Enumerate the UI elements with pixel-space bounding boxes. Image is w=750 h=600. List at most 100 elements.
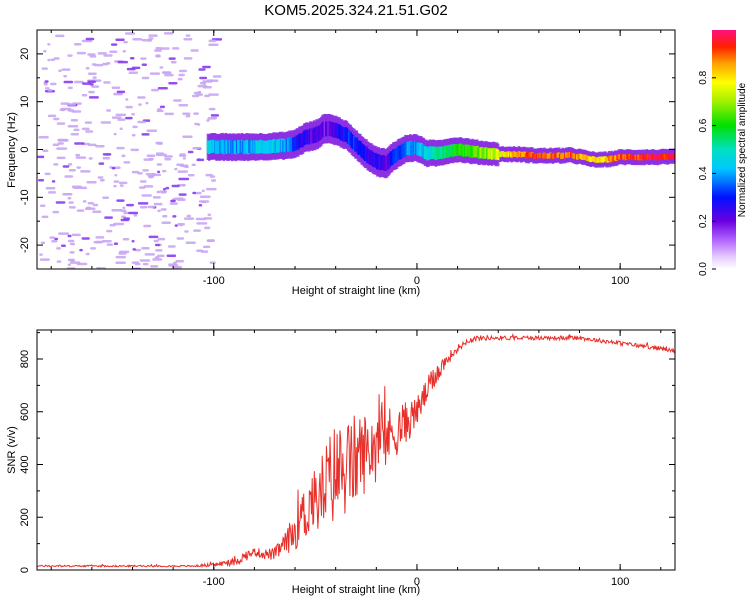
noise-speckle-cell (182, 157, 186, 160)
noise-speckle-cell (102, 62, 106, 66)
noise-speckle-cell (139, 180, 147, 183)
noise-speckle-cell (168, 81, 178, 85)
noise-speckle-cell (178, 73, 186, 77)
noise-speckle-cell (67, 103, 76, 106)
noise-speckle-cell (157, 237, 166, 241)
noise-speckle-cell (185, 114, 191, 118)
noise-speckle-cell (50, 58, 56, 61)
noise-speckle-cell (123, 217, 131, 220)
noise-speckle-cell (131, 170, 140, 174)
colorbar-gradient (712, 30, 736, 269)
noise-speckle-cell (196, 158, 205, 162)
noise-speckle-cell (156, 163, 163, 166)
noise-speckle-cell (202, 245, 211, 249)
noise-speckle-cell (154, 256, 160, 259)
noise-speckle-cell (137, 202, 149, 205)
noise-speckle-cell (80, 170, 91, 173)
noise-speckle-cell (207, 213, 212, 217)
noise-speckle-cell (79, 248, 83, 252)
noise-speckle-cell (62, 193, 73, 196)
noise-speckle-cell (56, 122, 66, 125)
noise-speckle-cell (106, 243, 113, 246)
noise-speckle-cell (186, 214, 192, 218)
noise-speckle-cell (202, 65, 211, 69)
noise-speckle-cell (67, 54, 73, 57)
noise-speckle-cell (134, 248, 142, 252)
noise-speckle-cell (55, 34, 65, 38)
noise-speckle-cell (45, 186, 56, 190)
noise-speckle-cell (51, 180, 56, 183)
colorbar-tick-label: 0.6 (698, 118, 709, 132)
noise-speckle-cell (185, 34, 191, 37)
snr-xtick-label: 0 (414, 576, 420, 588)
noise-speckle-cell (170, 61, 177, 64)
noise-speckle-cell (76, 51, 87, 55)
noise-speckle-cell (194, 191, 202, 195)
spectrogram-ytick-label: -10 (19, 189, 31, 205)
noise-speckle-cell (69, 251, 75, 254)
noise-speckle-cell (87, 80, 96, 84)
colorbar-tick-label: 0.8 (698, 70, 709, 84)
noise-speckle-cell (193, 91, 202, 95)
snr-ytick-label: 400 (19, 455, 31, 473)
noise-speckle-cell (138, 103, 142, 106)
noise-speckle-cell (51, 240, 58, 243)
noise-speckle-cell (57, 142, 64, 145)
noise-speckle-cell (81, 237, 90, 240)
noise-speckle-cell (146, 129, 158, 132)
spectrogram-xtick-label: -100 (203, 275, 225, 287)
noise-speckle-cell (88, 157, 93, 160)
noise-speckle-cell (106, 229, 113, 233)
noise-speckle-cell (74, 142, 85, 145)
noise-speckle-cell (137, 96, 146, 99)
noise-speckle-cell (153, 239, 159, 243)
spectrogram-xtick-label: 100 (611, 275, 629, 287)
noise-speckle-cell (63, 80, 74, 84)
noise-speckle-cell (199, 195, 211, 199)
noise-speckle-cell (141, 76, 150, 80)
noise-speckle-cell (204, 94, 210, 98)
noise-speckle-cell (129, 56, 135, 60)
noise-speckle-cell (75, 153, 81, 157)
noise-speckle-cell (152, 258, 163, 261)
noise-speckle-cell (71, 110, 82, 113)
noise-speckle-cell (197, 84, 208, 88)
noise-speckle-cell (37, 155, 45, 159)
noise-speckle-cell (81, 94, 88, 97)
noise-speckle-cell (171, 184, 180, 188)
noise-speckle-cell (39, 258, 50, 261)
noise-speckle-cell (74, 43, 82, 46)
noise-speckle-cell (193, 112, 199, 115)
noise-speckle-cell (102, 156, 111, 160)
noise-speckle-cell (159, 190, 168, 193)
noise-speckle-cell (103, 81, 111, 84)
noise-speckle-cell (202, 82, 207, 85)
snr-ytick-label: 0 (19, 567, 31, 573)
noise-speckle-cell (157, 170, 161, 174)
noise-speckle-cell (196, 222, 208, 225)
noise-speckle-cell (87, 143, 97, 147)
noise-speckle-cell (172, 47, 180, 50)
noise-speckle-cell (124, 32, 136, 35)
noise-speckle-cell (103, 54, 113, 57)
noise-speckle-cell (76, 209, 85, 212)
noise-speckle-cell (206, 79, 213, 82)
noise-speckle-cell (159, 66, 164, 69)
noise-speckle-cell (184, 230, 189, 233)
snr-frame (36, 329, 676, 571)
noise-speckle-cell (38, 136, 49, 139)
noise-speckle-cell (174, 197, 184, 200)
noise-speckle-cell (182, 112, 191, 115)
noise-speckle-cell (113, 92, 123, 96)
noise-speckle-cell (131, 112, 135, 116)
noise-speckle-cell (115, 255, 126, 259)
ridge-core (206, 121, 675, 171)
noise-speckle-cell (179, 153, 186, 156)
noise-speckle-cell (206, 119, 210, 122)
noise-speckle-cell (111, 86, 121, 89)
noise-speckle-cell (208, 93, 219, 96)
noise-speckle-cell (118, 252, 127, 255)
noise-speckle-cell (116, 146, 125, 150)
noise-speckle-cell (44, 172, 51, 176)
noise-speckle-cell (150, 265, 159, 268)
